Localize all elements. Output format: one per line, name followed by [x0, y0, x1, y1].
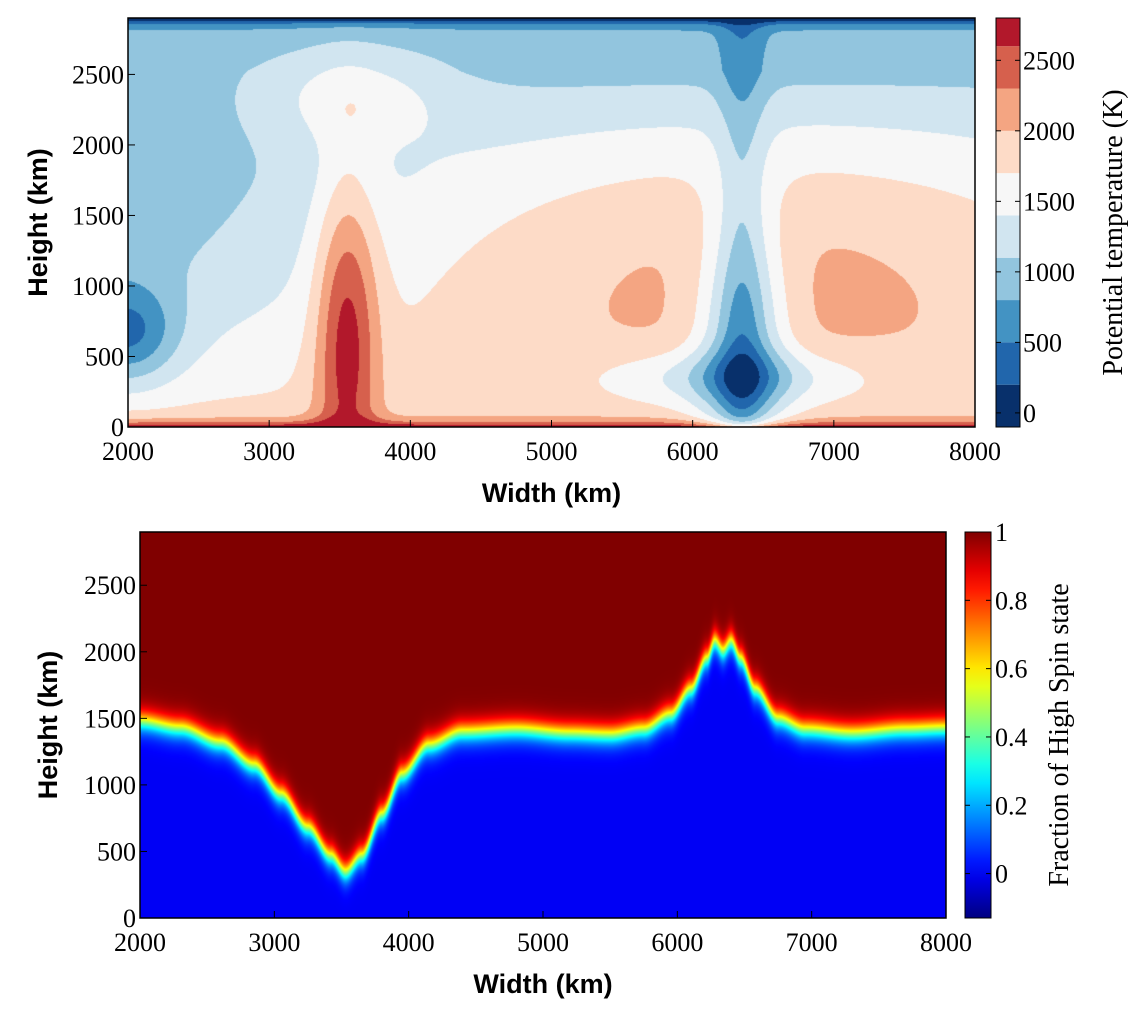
colorbar-gradient	[964, 531, 992, 919]
x-tick-label: 7000	[808, 437, 860, 466]
temperature-contour-map	[128, 18, 975, 427]
colorbar-tick-label: 0.6	[995, 655, 1028, 684]
colorbar-tick-label: 0.8	[995, 586, 1028, 615]
temperature-colorbar-label: Potential temperature (K)	[1098, 89, 1129, 375]
colorbar-band	[996, 215, 1020, 258]
x-tick-label: 3000	[243, 437, 295, 466]
y-tick-label: 2500	[72, 60, 124, 89]
temperature-x-axis-label: Width (km)	[482, 478, 621, 508]
colorbar-tick-label: 1500	[1023, 187, 1075, 216]
y-tick-label: 1500	[72, 201, 124, 230]
spin-state-y-axis-label: Height (km)	[33, 651, 63, 800]
colorbar-band	[996, 300, 1020, 343]
colorbar-band	[996, 18, 1020, 47]
spin-state-colorbar-label: Fraction of High Spin state	[1044, 583, 1075, 886]
x-tick-label: 7000	[786, 928, 838, 957]
temperature-y-axis-label: Height (km)	[23, 148, 53, 297]
colorbar-frame	[995, 17, 1021, 428]
colorbar-tick-label: 0.2	[995, 791, 1028, 820]
spin-state-map	[140, 532, 946, 918]
x-tick-label: 5000	[517, 928, 569, 957]
colorbar-tick-label: 0	[995, 860, 1008, 889]
spin-state-colorbar: 0 0.2 0.4 0.6 0.8 1	[964, 518, 1028, 919]
spin-state-panel: 2000 3000 4000 5000 6000 7000 8000 0 500 1000 150…	[33, 518, 1075, 999]
x-tick-label: 4000	[384, 437, 436, 466]
x-tick-label: 3000	[248, 928, 300, 957]
x-tick-label: 8000	[949, 437, 1001, 466]
x-tick-label: 2000	[114, 928, 166, 957]
colorbar-tick-label: 2000	[1023, 117, 1075, 146]
colorbar-tick-label: 1	[995, 518, 1008, 547]
colorbar-band	[996, 173, 1020, 216]
temperature-colorbar: 0 500 1000 1500 2000 2500	[995, 17, 1075, 428]
y-tick-label: 0	[111, 413, 124, 442]
x-tick-label: 4000	[383, 928, 435, 957]
x-tick-label: 8000	[920, 928, 972, 957]
y-tick-label: 2000	[84, 638, 136, 667]
x-tick-label: 5000	[526, 437, 578, 466]
colorbar-tick-label: 1000	[1023, 258, 1075, 287]
temperature-x-ticks: 2000 3000 4000 5000 6000 7000 8000	[102, 420, 1001, 466]
y-tick-label: 500	[85, 342, 124, 371]
colorbar-tick-label: 2500	[1023, 46, 1075, 75]
y-tick-label: 1000	[72, 272, 124, 301]
colorbar-tick-label: 0.4	[995, 723, 1028, 752]
spin-state-x-axis-label: Width (km)	[473, 969, 612, 999]
x-tick-label: 2000	[102, 437, 154, 466]
temperature-panel: 2000 3000 4000 5000 6000 7000 8000 05001000150…	[23, 17, 1129, 508]
colorbar-band	[996, 384, 1020, 427]
x-tick-label: 6000	[667, 437, 719, 466]
colorbar-band	[996, 46, 1020, 89]
x-tick-label: 6000	[651, 928, 703, 957]
y-tick-label: 1500	[84, 704, 136, 733]
colorbar-band	[996, 342, 1020, 385]
y-tick-label: 2000	[72, 131, 124, 160]
colorbar-band	[996, 130, 1020, 174]
temperature-y-ticks: 0 500 1000 1500 2000 2500	[72, 60, 135, 442]
colorbar-tick-label: 0	[1023, 399, 1036, 428]
colorbar-tick-label: 500	[1023, 328, 1062, 357]
y-tick-label: 1000	[84, 771, 136, 800]
y-tick-label: 500	[97, 837, 136, 866]
spin-state-x-ticks: 2000 3000 4000 5000 6000 7000 8000	[114, 911, 972, 957]
spin-state-y-ticks: 0 500 1000 1500 2000 2500	[84, 571, 147, 933]
colorbar-band	[996, 88, 1020, 131]
y-tick-label: 2500	[84, 571, 136, 600]
y-tick-label: 0	[123, 904, 136, 933]
colorbar-band	[996, 257, 1020, 301]
